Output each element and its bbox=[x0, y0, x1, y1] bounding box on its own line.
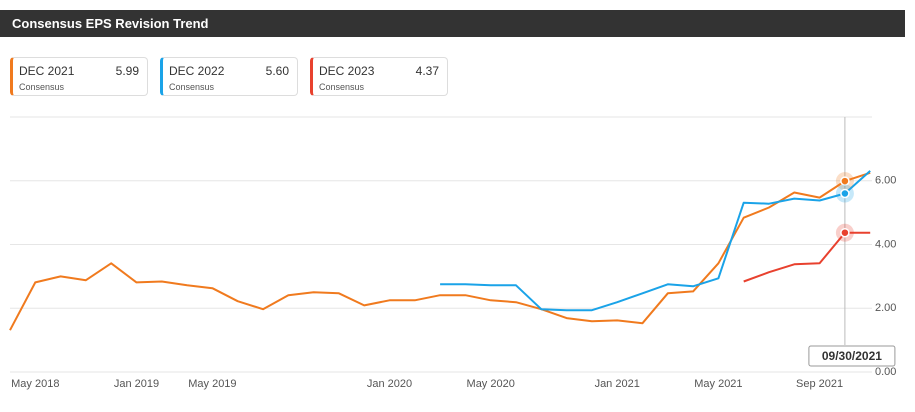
legend-note: Consensus bbox=[19, 82, 65, 92]
crosshair-label-box bbox=[808, 345, 896, 367]
x-tick-label: Jan 2019 bbox=[114, 378, 159, 390]
y-tick-label: 0.00 bbox=[875, 366, 896, 378]
series-line bbox=[440, 170, 871, 312]
x-tick-label: May 2021 bbox=[694, 378, 742, 390]
marker bbox=[840, 176, 850, 186]
series-line bbox=[9, 171, 871, 331]
marker bbox=[840, 188, 850, 199]
x-tick-label: Jan 2021 bbox=[595, 378, 640, 390]
y-tick-label: 2.00 bbox=[875, 302, 896, 314]
y-tick-label: 4.00 bbox=[875, 238, 896, 250]
crosshair-label: 09/30/2021 bbox=[822, 349, 882, 363]
x-tick-label: May 2018 bbox=[11, 378, 59, 390]
legend-note: Consensus bbox=[319, 82, 365, 92]
series-line bbox=[743, 231, 871, 283]
x-tick-label: May 2019 bbox=[188, 378, 236, 390]
y-tick-label: 6.00 bbox=[875, 175, 896, 187]
legend-note: Consensus bbox=[169, 82, 215, 92]
legend-name: DEC 2023 bbox=[319, 64, 375, 78]
legend-name: DEC 2021 bbox=[19, 64, 75, 78]
legend-card: DEC 2021 5.99 Consensus bbox=[10, 57, 148, 96]
x-tick-label: Sep 2021 bbox=[796, 378, 843, 390]
marker bbox=[840, 227, 850, 238]
legend-name: DEC 2022 bbox=[169, 64, 225, 78]
x-tick-label: May 2020 bbox=[467, 378, 515, 390]
legend-card: DEC 2023 4.37 Consensus bbox=[310, 57, 448, 96]
legend-card: DEC 2022 5.60 Consensus bbox=[160, 57, 298, 96]
legend-value: 4.37 bbox=[415, 64, 439, 78]
x-tick-label: Jan 2020 bbox=[367, 378, 412, 390]
legend-value: 5.60 bbox=[265, 64, 289, 78]
legend-value: 5.99 bbox=[115, 64, 139, 78]
chart-title: Consensus EPS Revision Trend bbox=[0, 10, 905, 37]
